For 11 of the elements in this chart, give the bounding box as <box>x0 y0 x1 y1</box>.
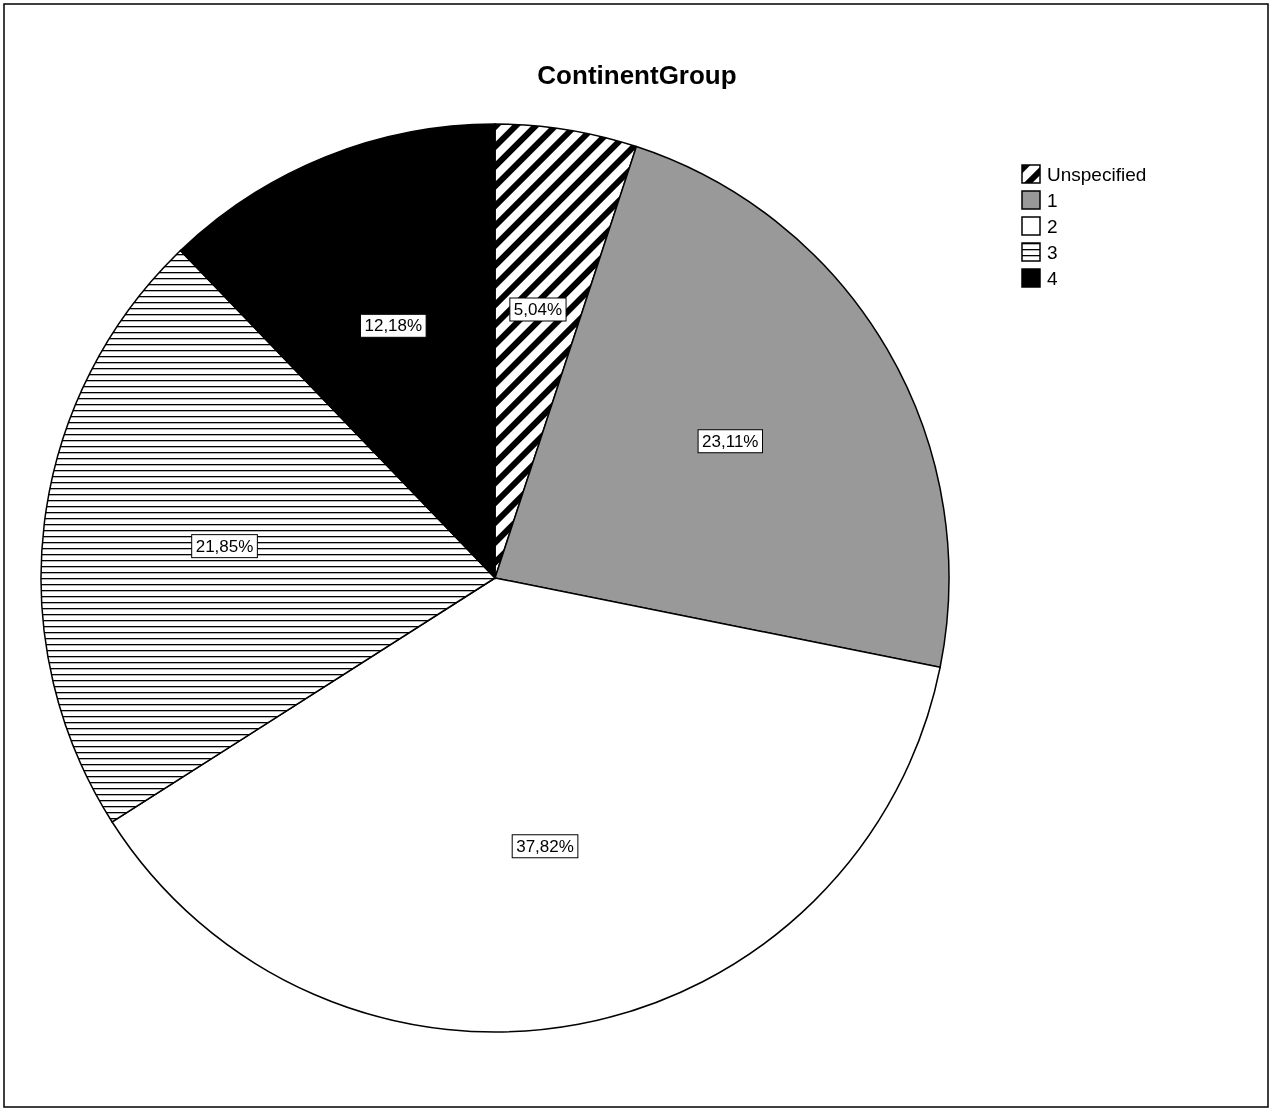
legend-label: Unspecified <box>1047 164 1147 185</box>
data-label: 37,82% <box>516 836 574 856</box>
data-label: 21,85% <box>195 536 254 556</box>
data-label: 23,11% <box>702 431 759 451</box>
legend-label: 1 <box>1047 190 1058 211</box>
legend-label: 3 <box>1047 242 1058 263</box>
legend-label: 4 <box>1047 268 1058 289</box>
data-label: 12,18% <box>364 316 423 336</box>
data-label: 5,04% <box>513 300 563 320</box>
chart-title: ContinentGroup <box>537 60 737 90</box>
legend-label: 2 <box>1047 216 1058 237</box>
